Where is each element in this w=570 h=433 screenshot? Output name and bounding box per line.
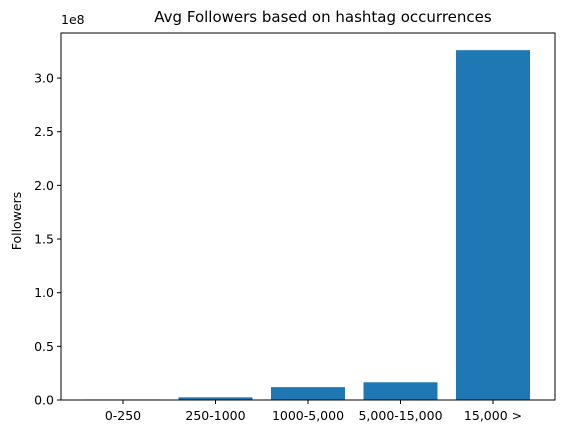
x-tick-label: 0-250 (105, 408, 141, 423)
y-axis-label: Followers (9, 192, 24, 251)
x-tick-label: 5,000-15,000 (358, 408, 442, 423)
plot-frame (60, 32, 556, 401)
bar-2 (270, 387, 346, 400)
y-tick-label: 0.0 (34, 393, 54, 408)
y-tick-label: 3.0 (34, 71, 54, 86)
bar-3 (363, 382, 438, 400)
chart-title: Avg Followers based on hashtag occurrenc… (154, 8, 492, 26)
y-tick-label: 2.5 (34, 124, 54, 139)
bar-1 (178, 397, 253, 400)
y-tick-label: 0.5 (34, 339, 54, 354)
bars-group (85, 50, 531, 401)
y-ticks-group: 0.0 0.5 1.0 1.5 2.0 2.5 3.0 (34, 71, 61, 408)
y-tick-label: 1.5 (34, 232, 54, 247)
y-tick-label: 2.0 (34, 178, 54, 193)
x-tick-label: 1000-5,000 (272, 408, 344, 423)
y-scale-label: 1e8 (61, 12, 85, 27)
y-tick-label: 1.0 (34, 285, 54, 300)
x-ticks-group: 0-250 250-1000 1000-5,000 5,000-15,000 15,00… (105, 400, 522, 423)
bar-4 (456, 50, 531, 401)
x-tick-label: 250-1000 (185, 408, 245, 423)
x-tick-label: 15,000 > (464, 408, 522, 423)
